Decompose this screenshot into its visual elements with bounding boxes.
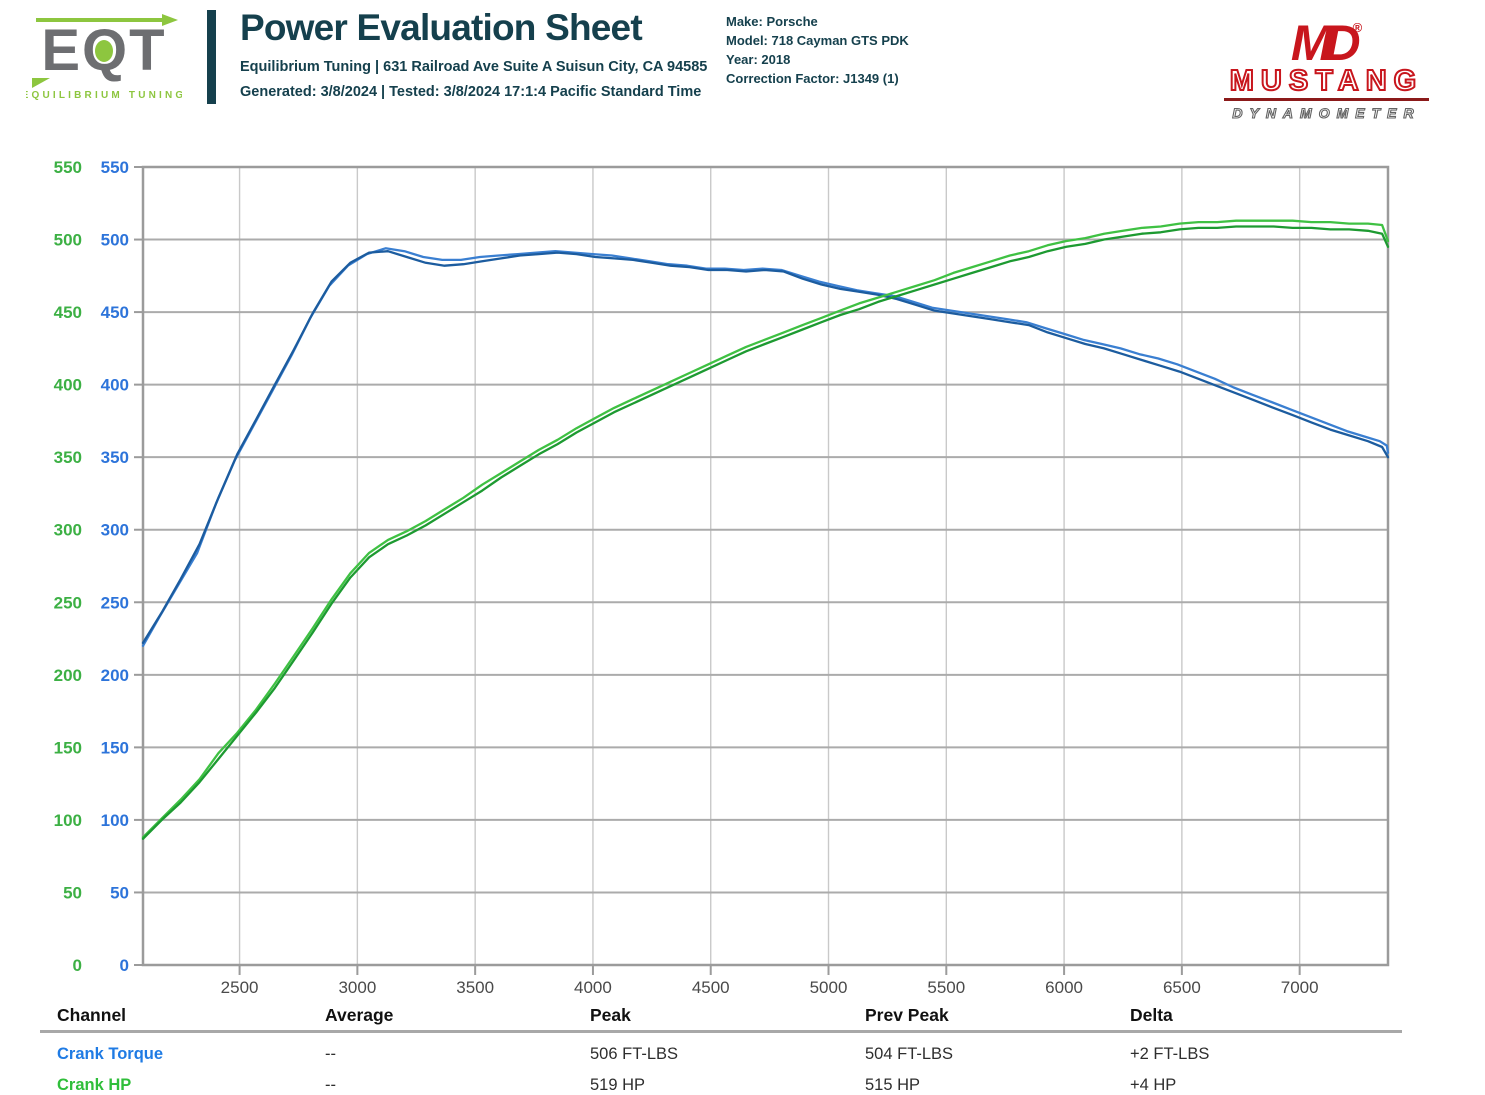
- hp-average: --: [325, 1076, 336, 1094]
- torque-axis-label: 50: [110, 883, 129, 902]
- torque-axis-label: 450: [101, 303, 129, 322]
- torque-axis-label: 100: [101, 811, 129, 830]
- company-address: Equilibrium Tuning | 631 Railroad Ave Su…: [240, 59, 708, 75]
- torque-axis-label: 500: [101, 231, 129, 250]
- torque-average: --: [325, 1045, 336, 1063]
- hp-axis-label: 200: [54, 666, 82, 685]
- curve-crank-torque-current-run-: [141, 247, 1390, 647]
- md-subname: DYNAMOMETER: [1232, 104, 1421, 121]
- md-name: MUSTANG: [1224, 64, 1429, 101]
- torque-axis-label: 300: [101, 521, 129, 540]
- hp-axis-label: 350: [54, 448, 82, 467]
- torque-axis-label: 250: [101, 593, 129, 612]
- torque-axis-label: 0: [120, 956, 129, 975]
- results-table: Channel Average Peak Prev Peak Delta Cra…: [40, 999, 1402, 1095]
- logo-subtext: EQUILIBRIUM TUNING: [26, 90, 182, 101]
- hp-axis-label: 150: [54, 738, 82, 757]
- logo-wedge: [32, 78, 50, 88]
- col-header-peak: Peak: [590, 1005, 631, 1025]
- hp-axis-label: 250: [54, 593, 82, 612]
- curve-crank-hp-current-run-: [141, 219, 1390, 839]
- hp-axis-label: 100: [54, 811, 82, 830]
- title-block: Power Evaluation Sheet Equilibrium Tunin…: [240, 4, 710, 100]
- logo-arrow-head: [162, 14, 178, 26]
- x-tick-label: 6500: [1163, 978, 1201, 997]
- logo-q-dot: [95, 40, 113, 62]
- plot-border: [141, 165, 1390, 967]
- torque-axis-label: 200: [101, 666, 129, 685]
- hp-prev-peak: 515 HP: [865, 1076, 921, 1094]
- hp-peak: 519 HP: [590, 1076, 646, 1094]
- x-tick-label: 6000: [1045, 978, 1083, 997]
- table-row-crank-hp: Crank HP -- 519 HP 515 HP +4 HP: [40, 1064, 1402, 1095]
- x-tick-label: 3500: [456, 978, 494, 997]
- col-header-channel: Channel: [57, 1005, 127, 1025]
- torque-peak: 506 FT-LBS: [590, 1045, 679, 1063]
- page-title: Power Evaluation Sheet: [240, 7, 643, 48]
- x-tick-label: 2500: [221, 978, 259, 997]
- hp-axis-label: 450: [54, 303, 82, 322]
- x-tick-label: 4500: [692, 978, 730, 997]
- torque-axis-label: 350: [101, 448, 129, 467]
- vehicle-make: Make: Porsche: [726, 14, 818, 29]
- generated-line: Generated: 3/8/2024 | Tested: 3/8/2024 1…: [240, 84, 702, 100]
- vehicle-year: Year: 2018: [726, 52, 791, 67]
- col-header-prev-peak: Prev Peak: [865, 1005, 949, 1025]
- torque-axis-label: 550: [101, 158, 129, 177]
- torque-axis-label: 400: [101, 376, 129, 395]
- correction-factor: Correction Factor: J1349 (1): [726, 71, 899, 86]
- mustang-dynamometer-logo: MD® MUSTANG DYNAMOMETER: [1224, 4, 1429, 122]
- x-tick-label: 5500: [927, 978, 965, 997]
- vehicle-model: Model: 718 Cayman GTS PDK: [726, 33, 909, 48]
- x-tick-label: 7000: [1281, 978, 1319, 997]
- torque-prev-peak: 504 FT-LBS: [865, 1045, 954, 1063]
- hp-axis-label: 0: [73, 956, 82, 975]
- hp-axis-label: 300: [54, 521, 82, 540]
- x-tick-label: 5000: [810, 978, 848, 997]
- torque-delta: +2 FT-LBS: [1130, 1045, 1210, 1063]
- md-initials: MD®: [1290, 15, 1363, 71]
- channel-label: Crank Torque: [57, 1045, 164, 1063]
- hp-axis-label: 400: [54, 376, 82, 395]
- results-table-header: Channel Average Peak Prev Peak Delta: [40, 999, 1402, 1033]
- curve-crank-hp-previous-run-: [141, 225, 1390, 840]
- col-header-delta: Delta: [1130, 1005, 1173, 1025]
- hp-axis-label: 50: [63, 883, 82, 902]
- table-row-crank-torque: Crank Torque -- 506 FT-LBS 504 FT-LBS +2…: [40, 1033, 1402, 1064]
- x-tick-label: 4000: [574, 978, 612, 997]
- eqt-logo: EQT EQUILIBRIUM TUNING: [26, 14, 182, 101]
- registered-mark: ®: [1352, 20, 1363, 35]
- vehicle-info: Make: Porsche Model: 718 Cayman GTS PDK …: [726, 12, 909, 88]
- torque-axis-label: 150: [101, 738, 129, 757]
- channel-label: Crank HP: [57, 1076, 132, 1094]
- hp-axis-label: 500: [54, 231, 82, 250]
- hp-axis-label: 550: [54, 158, 82, 177]
- report-header: EQT EQUILIBRIUM TUNING Power Evaluation …: [0, 0, 1485, 130]
- col-header-average: Average: [325, 1005, 394, 1025]
- x-tick-label: 3000: [338, 978, 376, 997]
- title-divider-bar: [207, 10, 216, 104]
- curve-crank-torque-previous-run-: [141, 250, 1390, 645]
- hp-delta: +4 HP: [1130, 1076, 1177, 1094]
